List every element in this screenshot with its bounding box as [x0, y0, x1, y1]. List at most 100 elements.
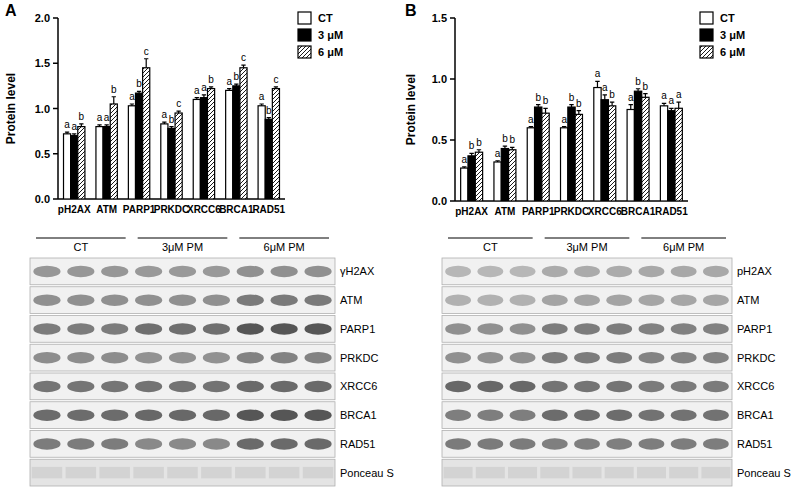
significance-letter: a	[71, 121, 77, 132]
blot-band	[639, 266, 665, 278]
ponceau-stain	[508, 467, 537, 479]
bar	[233, 86, 240, 199]
significance-letter: b	[266, 105, 272, 116]
bar	[193, 99, 200, 199]
ponceau-stain	[99, 467, 130, 479]
legend-label: CT	[318, 12, 333, 24]
blot-band	[33, 381, 60, 393]
blot-band	[101, 323, 128, 335]
blot-band	[606, 438, 632, 450]
x-tick-label: pH2AX	[455, 206, 488, 217]
blot-band	[203, 323, 230, 335]
row-label: BRCA1	[737, 409, 774, 421]
blot-band	[237, 323, 264, 335]
blot-band	[203, 294, 230, 306]
blot-band	[33, 409, 60, 421]
group-label: 3μM PM	[566, 241, 607, 253]
blot-band	[639, 381, 665, 393]
blot-strip	[30, 316, 335, 343]
bar	[64, 134, 71, 199]
row-label: PRKDC	[340, 352, 379, 364]
blot-band	[203, 409, 230, 421]
error-bar	[676, 102, 680, 108]
group-line	[448, 238, 533, 239]
bar	[175, 113, 182, 199]
blot-band	[169, 266, 196, 278]
significance-letter: b	[502, 133, 508, 144]
blot-band	[305, 294, 332, 306]
legend-swatch	[700, 12, 713, 24]
significance-letter: b	[535, 92, 541, 103]
x-tick-label: XRCC6	[588, 206, 622, 217]
blot-strip	[442, 373, 732, 400]
ponceau-stain	[303, 467, 334, 479]
x-tick-label: BRCA1	[219, 204, 254, 215]
bar	[128, 106, 135, 199]
significance-letter: b	[79, 111, 85, 122]
significance-letter: b	[576, 98, 582, 109]
blot-band	[101, 266, 128, 278]
y-axis	[454, 18, 456, 201]
blot-band	[671, 323, 697, 335]
blot-band	[671, 381, 697, 393]
blot-band	[574, 294, 600, 306]
legend-label: 3 μM	[318, 29, 343, 41]
error-bar	[227, 89, 231, 91]
error-bar	[643, 94, 647, 98]
significance-letter: b	[509, 134, 515, 145]
blot-band	[639, 323, 665, 335]
significance-letter: b	[136, 78, 142, 89]
blot-band	[477, 352, 503, 364]
blot-strip	[30, 287, 335, 314]
legend-label: CT	[720, 12, 735, 24]
significance-letter: a	[602, 82, 608, 93]
bar	[535, 107, 542, 201]
significance-letter: a	[64, 119, 70, 130]
y-tick-label: 0.5	[35, 148, 50, 160]
blot-band	[542, 294, 568, 306]
significance-letter: a	[661, 90, 667, 101]
bar	[660, 106, 667, 201]
blot-band	[445, 266, 471, 278]
bar	[627, 110, 634, 202]
group-label: CT	[483, 241, 498, 253]
blot-band	[169, 294, 196, 306]
blot-band	[169, 438, 196, 450]
bar	[71, 136, 78, 199]
bar	[240, 68, 247, 199]
error-bar	[462, 167, 466, 168]
bar	[608, 106, 615, 201]
group-line	[36, 238, 126, 239]
ponceau-stain	[133, 467, 164, 479]
bar	[78, 127, 85, 199]
blot-band	[305, 381, 332, 393]
blot-band	[671, 409, 697, 421]
blot-band	[237, 352, 264, 364]
bar	[494, 162, 501, 201]
blot-band	[135, 381, 162, 393]
error-bar	[562, 127, 566, 128]
significance-letter: c	[144, 46, 149, 57]
bars	[64, 59, 280, 199]
blot-band	[135, 294, 162, 306]
significance-letter: b	[569, 92, 575, 103]
error-bar	[529, 127, 533, 128]
bar	[110, 104, 117, 199]
blot-band	[237, 438, 264, 450]
blot-band	[305, 409, 332, 421]
row-label: XRCC6	[737, 380, 774, 392]
y-tick-label: 1.5	[432, 12, 447, 24]
error-bar	[137, 91, 141, 93]
blot-band	[67, 323, 94, 335]
blot-band	[203, 381, 230, 393]
blot-band	[33, 266, 60, 278]
blot-strip	[442, 287, 732, 314]
error-bar	[536, 105, 540, 107]
significance-letter: b	[635, 76, 641, 87]
group-label: 6μM PM	[264, 241, 305, 253]
bar	[568, 107, 575, 201]
bars	[461, 81, 683, 201]
error-bar	[469, 153, 473, 155]
significance-letter: a	[259, 91, 265, 102]
x-tick-label: ATM	[494, 206, 515, 217]
